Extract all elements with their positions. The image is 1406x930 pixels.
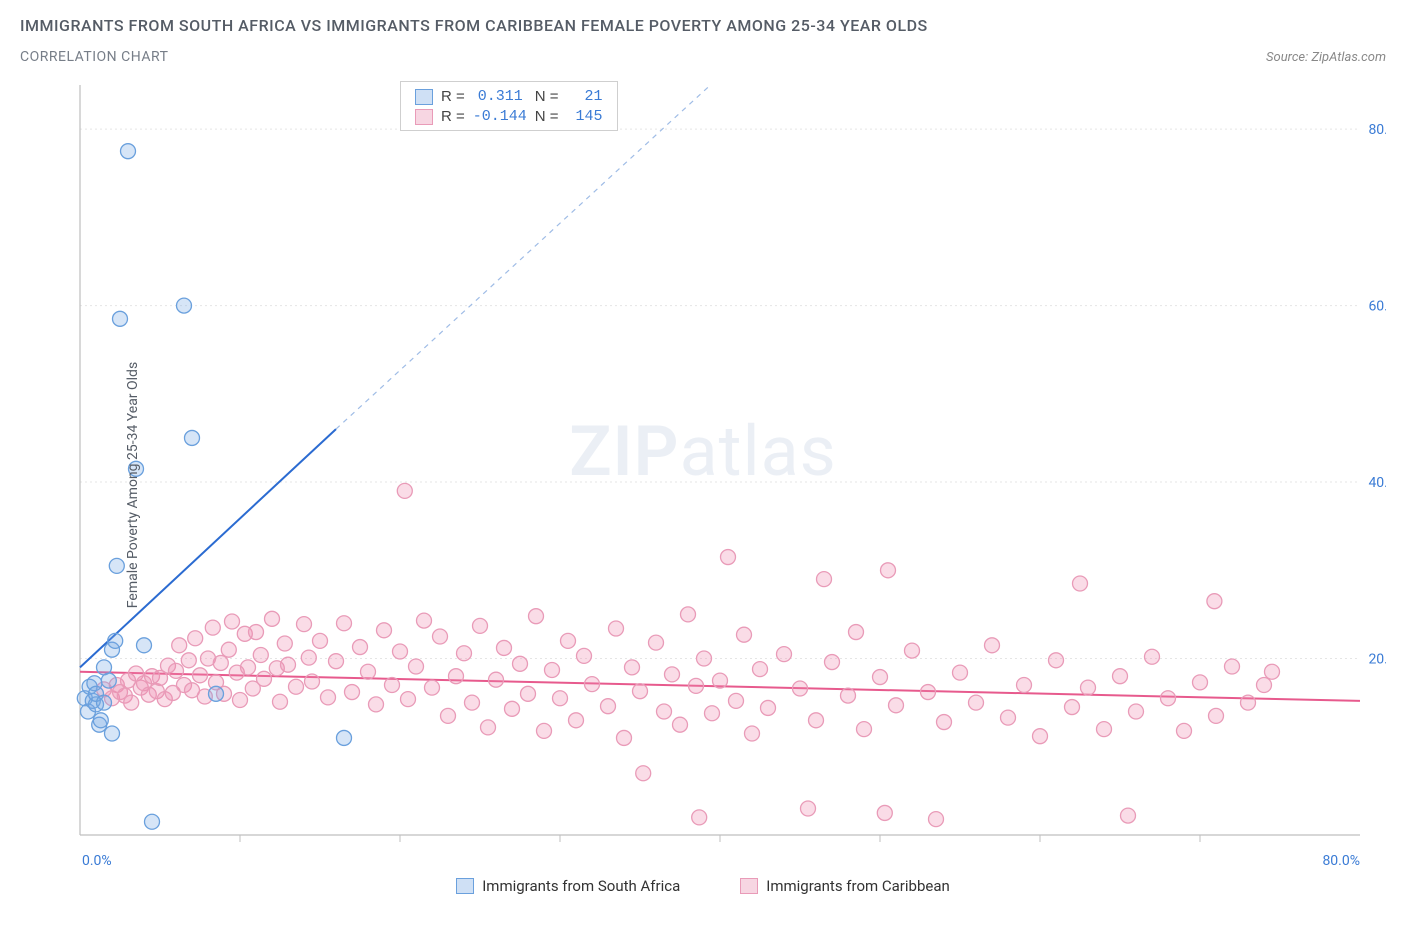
legend-n-label: N = [531,86,563,106]
y-axis-label: Female Poverty Among 25-34 Year Olds [125,362,141,608]
source-name: ZipAtlas.com [1311,50,1386,65]
legend-r-label: R = [437,86,469,106]
legend-row-south-africa: R = 0.311 N = 21 [411,86,607,106]
svg-text:60.0%: 60.0% [1368,299,1386,315]
svg-text:20.0%: 20.0% [1368,652,1386,668]
chart-subtitle: CORRELATION CHART [20,49,168,65]
legend-n-value-south-africa: 21 [567,88,603,105]
source-credit: Source: ZipAtlas.com [1266,50,1386,65]
bottom-legend-swatch-south-africa [456,878,474,894]
legend-r-value-south-africa: 0.311 [473,88,523,105]
chart-container: Female Poverty Among 25-34 Year Olds ZIP… [20,75,1386,895]
legend-swatch-caribbean [415,109,433,125]
chart-title: IMMIGRANTS FROM SOUTH AFRICA VS IMMIGRAN… [20,16,1386,35]
legend-row-caribbean: R = -0.144 N = 145 [411,106,607,126]
bottom-legend-item-south-africa: Immigrants from South Africa [456,877,680,895]
legend-swatch-south-africa [415,89,433,105]
bottom-legend: Immigrants from South Africa Immigrants … [20,877,1386,895]
svg-text:80.0%: 80.0% [1322,853,1360,869]
correlation-legend-box: R = 0.311 N = 21 R = -0.144 N = 145 [400,81,618,131]
source-label: Source: [1266,50,1308,65]
scatter-chart: 20.0% 40.0% 60.0% 80.0% 0.0% 80.0% [20,75,1386,895]
bottom-legend-label-caribbean: Immigrants from Caribbean [766,877,950,895]
legend-r-value-caribbean: -0.144 [473,108,527,125]
legend-r-label: R = [437,106,469,126]
svg-text:0.0%: 0.0% [82,853,112,869]
subtitle-row: CORRELATION CHART Source: ZipAtlas.com [20,49,1386,65]
legend-n-label: N = [531,106,563,126]
bottom-legend-item-caribbean: Immigrants from Caribbean [740,877,950,895]
legend-n-value-caribbean: 145 [567,108,603,125]
bottom-legend-swatch-caribbean [740,878,758,894]
svg-text:80.0%: 80.0% [1368,122,1386,138]
bottom-legend-label-south-africa: Immigrants from South Africa [482,877,680,895]
svg-text:40.0%: 40.0% [1368,475,1386,491]
